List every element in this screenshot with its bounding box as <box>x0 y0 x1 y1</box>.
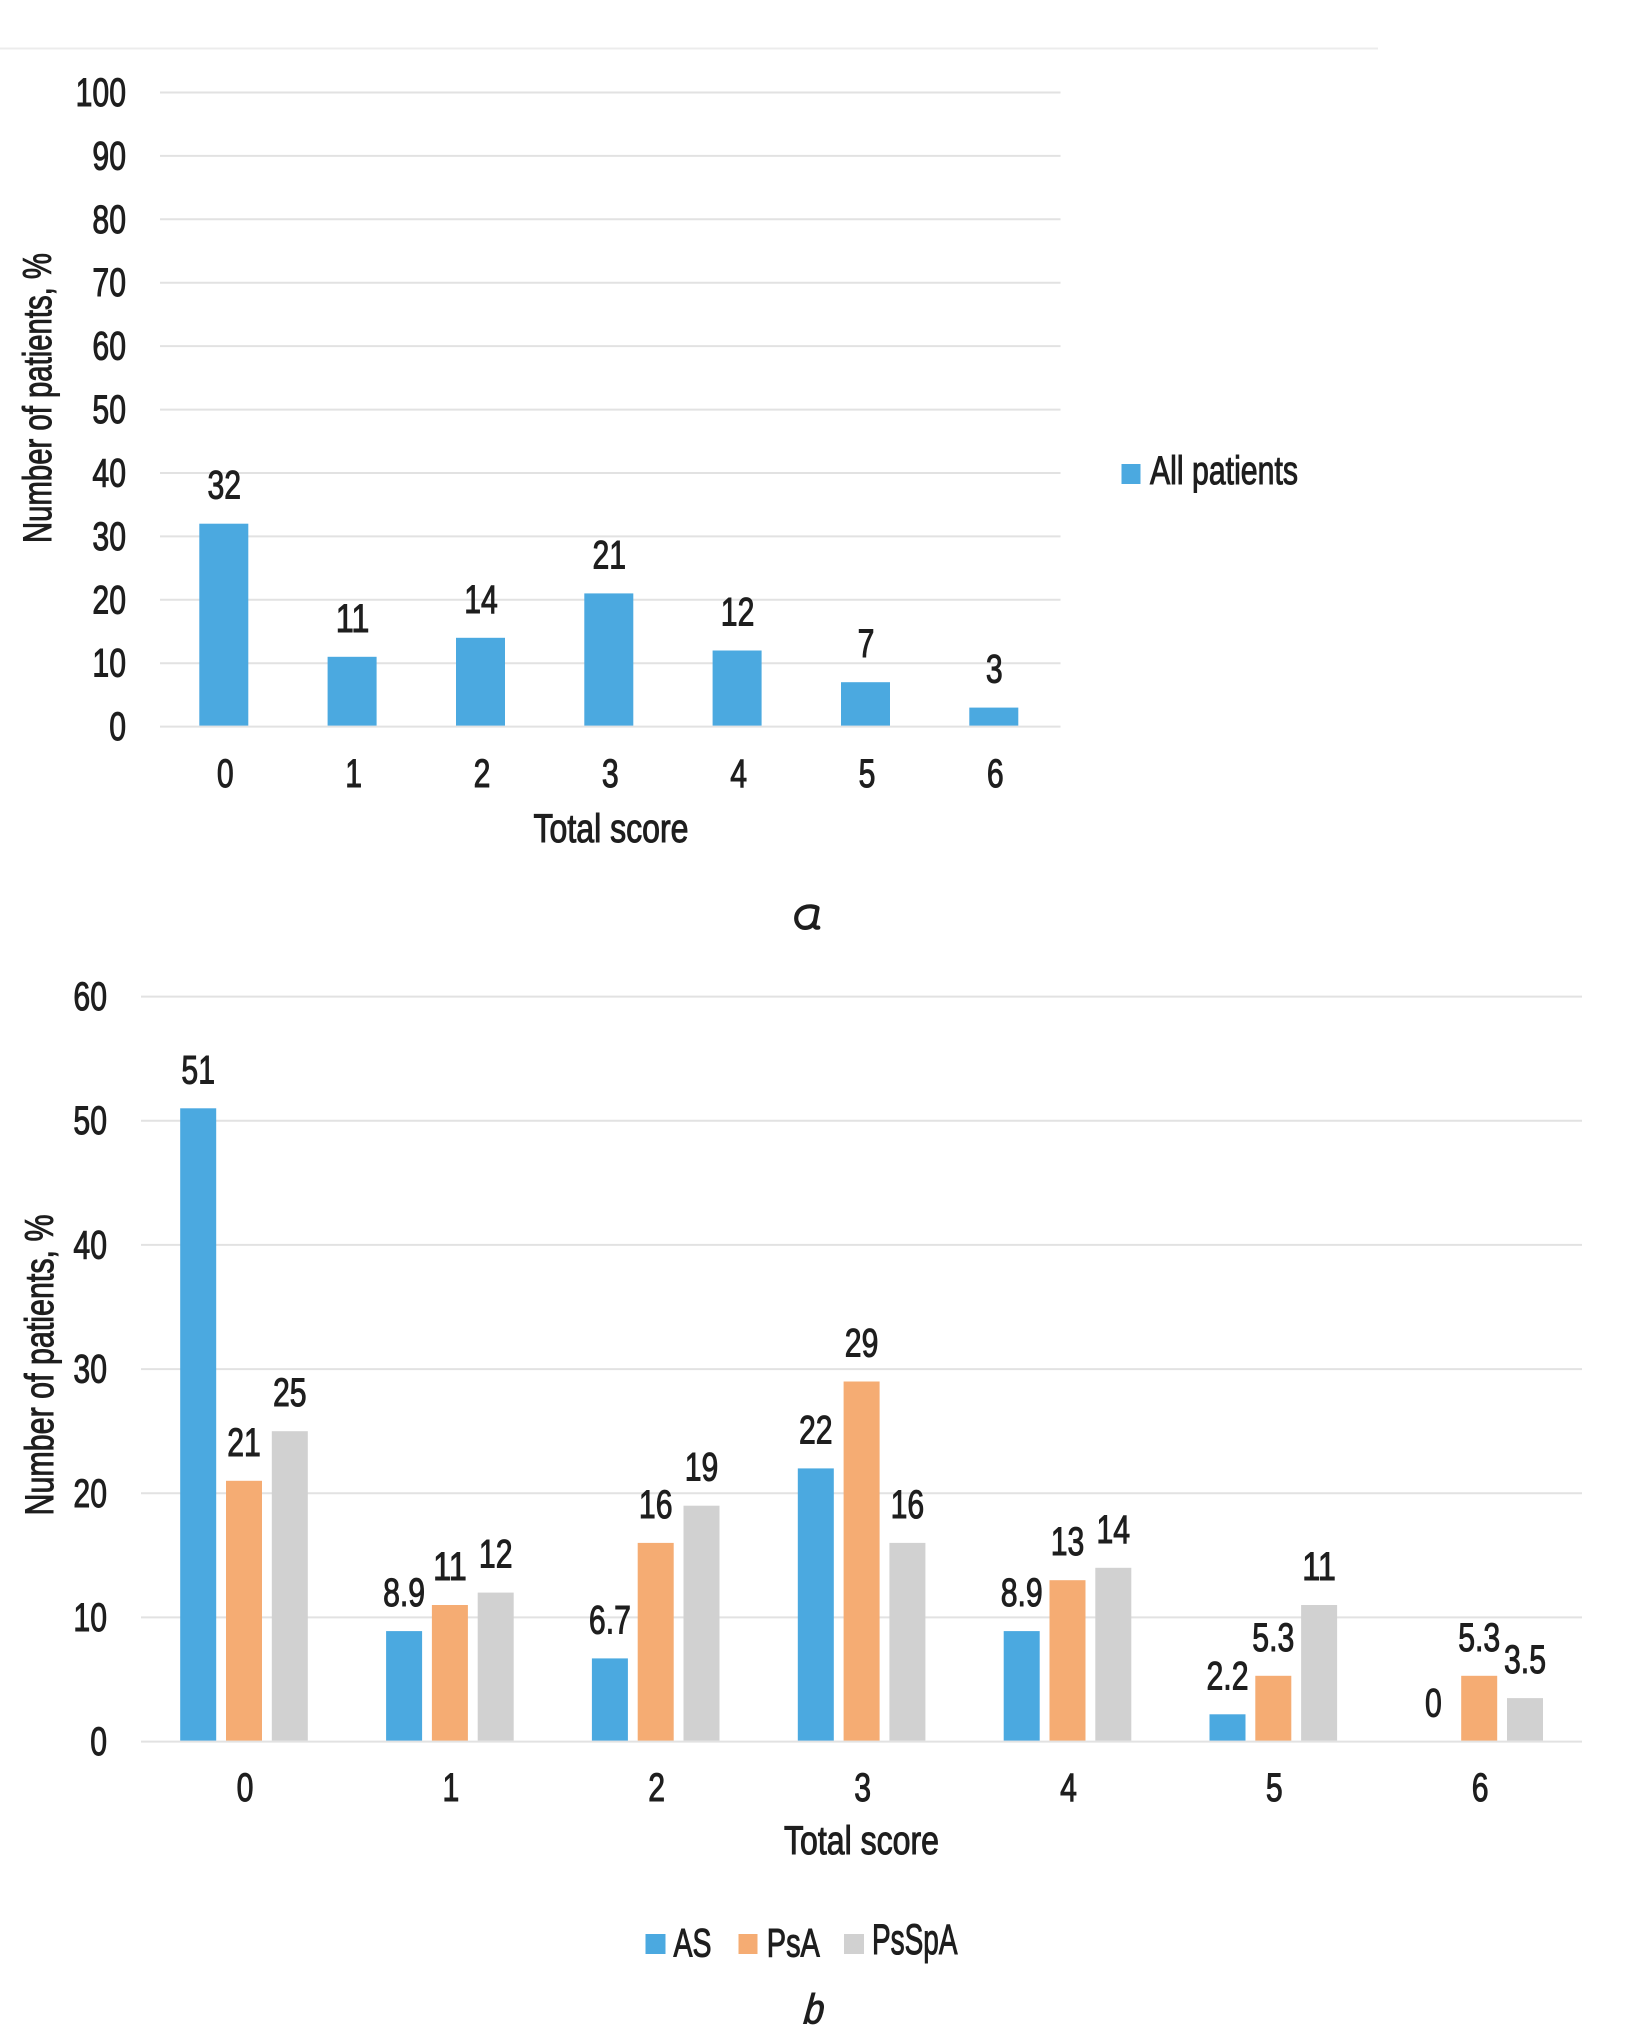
svg-text:25: 25 <box>273 1371 307 1415</box>
svg-text:80: 80 <box>92 198 126 242</box>
svg-text:All patients: All patients <box>1150 449 1298 493</box>
svg-text:90: 90 <box>92 134 126 178</box>
svg-text:5.3: 5.3 <box>1252 1616 1294 1660</box>
svg-text:b: b <box>802 1986 827 2033</box>
svg-text:13: 13 <box>1051 1520 1085 1564</box>
svg-text:0: 0 <box>109 705 126 749</box>
svg-text:51: 51 <box>181 1048 215 1092</box>
svg-text:3: 3 <box>854 1766 871 1810</box>
svg-text:7: 7 <box>858 622 875 666</box>
svg-text:8.9: 8.9 <box>1001 1571 1043 1615</box>
svg-text:2.2: 2.2 <box>1207 1654 1249 1698</box>
svg-text:PsSpA: PsSpA <box>872 1916 958 1964</box>
svg-text:16: 16 <box>891 1483 925 1527</box>
svg-text:6: 6 <box>987 752 1004 796</box>
svg-text:100: 100 <box>76 71 126 115</box>
svg-text:11: 11 <box>433 1545 467 1589</box>
svg-text:20: 20 <box>92 578 126 622</box>
svg-text:1: 1 <box>345 752 362 796</box>
svg-text:11: 11 <box>1302 1545 1336 1589</box>
svg-text:Total score: Total score <box>534 807 689 851</box>
svg-text:6: 6 <box>1472 1766 1489 1810</box>
svg-text:30: 30 <box>92 515 126 559</box>
svg-text:12: 12 <box>721 591 755 635</box>
svg-text:4: 4 <box>1060 1766 1077 1810</box>
svg-text:14: 14 <box>464 578 498 622</box>
svg-text:Number of patients, %: Number of patients, % <box>16 253 60 543</box>
svg-text:12: 12 <box>479 1533 513 1577</box>
svg-text:6.7: 6.7 <box>589 1598 631 1642</box>
svg-text:1: 1 <box>443 1766 460 1810</box>
svg-text:20: 20 <box>73 1472 107 1516</box>
svg-text:21: 21 <box>593 533 627 577</box>
svg-text:0: 0 <box>90 1720 107 1764</box>
svg-text:Number of patients, %: Number of patients, % <box>18 1215 62 1516</box>
svg-text:5: 5 <box>859 752 876 796</box>
svg-text:22: 22 <box>799 1408 833 1452</box>
svg-text:2: 2 <box>648 1766 665 1810</box>
svg-text:0: 0 <box>1425 1682 1442 1726</box>
svg-text:30: 30 <box>73 1348 107 1392</box>
svg-text:5.3: 5.3 <box>1458 1616 1500 1660</box>
svg-text:16: 16 <box>639 1483 673 1527</box>
svg-text:32: 32 <box>208 464 242 508</box>
svg-text:21: 21 <box>227 1421 261 1465</box>
svg-text:Total score: Total score <box>784 1819 939 1863</box>
svg-text:14: 14 <box>1097 1508 1131 1552</box>
svg-text:2: 2 <box>474 752 491 796</box>
svg-text:3.5: 3.5 <box>1504 1638 1546 1682</box>
svg-text:PsA: PsA <box>767 1922 820 1966</box>
svg-text:60: 60 <box>92 325 126 369</box>
svg-text:60: 60 <box>73 975 107 1019</box>
svg-text:4: 4 <box>730 752 747 796</box>
svg-text:0: 0 <box>217 752 234 796</box>
svg-text:3: 3 <box>986 648 1003 692</box>
svg-text:10: 10 <box>73 1596 107 1640</box>
svg-text:AS: AS <box>674 1922 712 1966</box>
svg-text:11: 11 <box>336 597 370 641</box>
svg-text:29: 29 <box>845 1322 879 1366</box>
svg-text:10: 10 <box>92 642 126 686</box>
svg-text:40: 40 <box>73 1223 107 1267</box>
svg-text:50: 50 <box>92 388 126 432</box>
svg-text:50: 50 <box>73 1099 107 1143</box>
svg-text:5: 5 <box>1266 1766 1283 1810</box>
svg-text:40: 40 <box>92 452 126 496</box>
svg-text:70: 70 <box>92 261 126 305</box>
svg-text:19: 19 <box>685 1446 719 1490</box>
svg-text:0: 0 <box>237 1766 254 1810</box>
svg-text:3: 3 <box>602 752 619 796</box>
svg-text:8.9: 8.9 <box>383 1571 425 1615</box>
